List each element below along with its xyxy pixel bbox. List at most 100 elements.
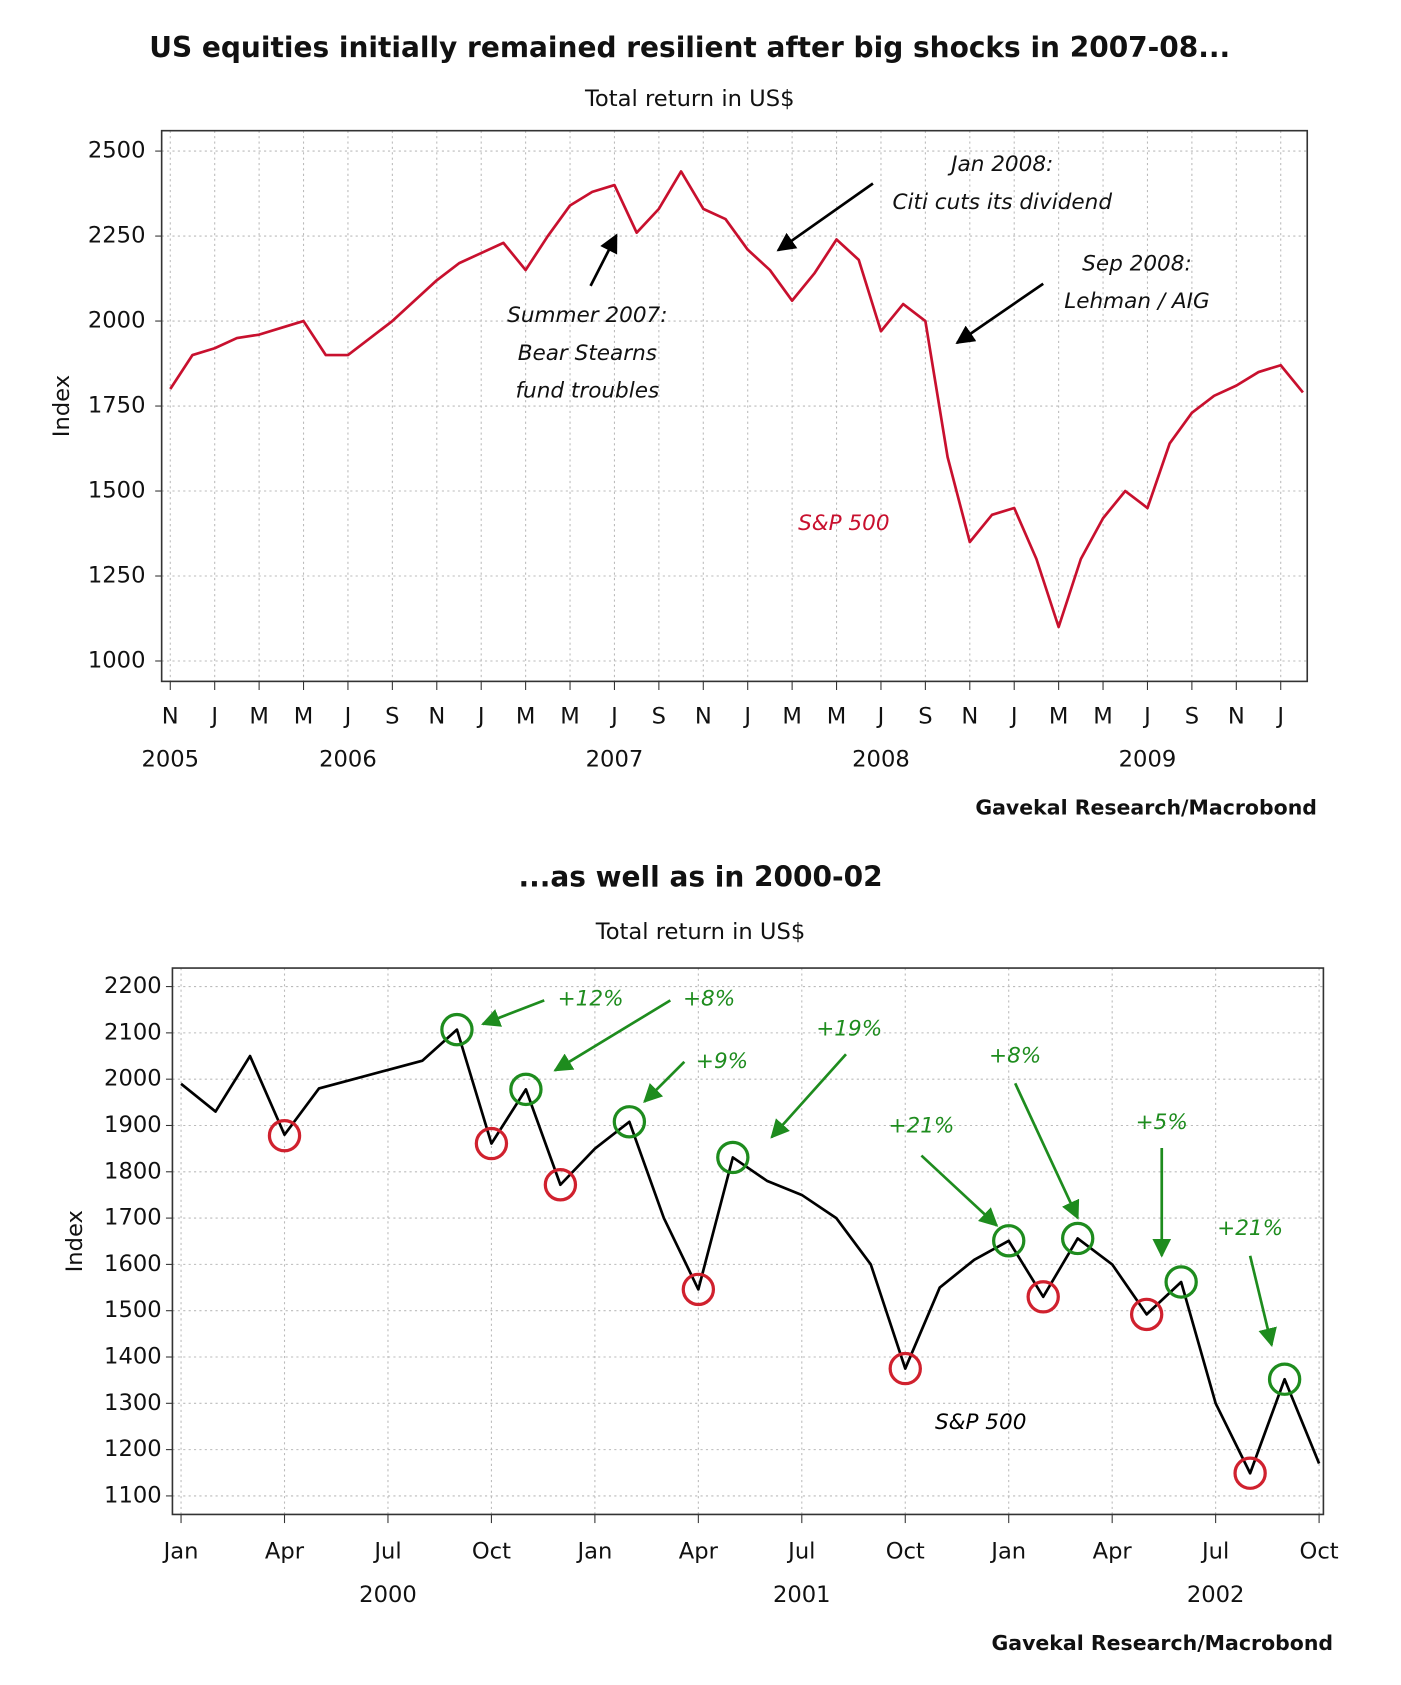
year-label: 2000: [359, 1582, 417, 1608]
trough-marker: [267, 1118, 302, 1153]
source: Gavekal Research/Macrobond: [991, 1631, 1333, 1655]
year-label: 2006: [319, 747, 377, 773]
plot-frame: [160, 129, 1309, 683]
x-tick-label: S: [1185, 703, 1199, 729]
data-line: [180, 1028, 1321, 1475]
peak-marker: [992, 1224, 1026, 1258]
y-tick-label: 1800: [104, 1158, 162, 1184]
x-tick-label: Jan: [575, 1539, 612, 1565]
trough-marker: [1026, 1280, 1060, 1314]
peak-marker: [1267, 1362, 1302, 1396]
x-tick-label: Jan: [989, 1539, 1026, 1565]
peak-marker: [1164, 1265, 1198, 1299]
rally-label: +8%: [989, 1043, 1041, 1068]
annotation: Citi cuts its dividend: [892, 190, 1112, 215]
rally-arrow: [481, 999, 545, 1027]
chart-title: US equities initially remained resilient…: [149, 31, 1230, 64]
rally-label: +5%: [1136, 1110, 1188, 1135]
trough-marker: [543, 1168, 578, 1202]
annotation: fund troubles: [515, 378, 659, 403]
trough-marker: [1129, 1297, 1164, 1332]
year-label: 2002: [1187, 1582, 1245, 1608]
y-tick-label: 1000: [88, 647, 146, 673]
x-tick-label: J: [609, 703, 618, 729]
x-tick-label: S: [652, 703, 666, 729]
trough-marker: [888, 1351, 922, 1386]
peak-marker: [716, 1140, 750, 1175]
x-tick-label: M: [294, 703, 314, 729]
x-tick-label: M: [782, 703, 802, 729]
x-tick-label: M: [249, 703, 269, 729]
x-tick-label: S: [918, 703, 932, 729]
rally-label: +12%: [558, 986, 624, 1011]
x-tick-label: J: [1009, 703, 1018, 729]
y-tick-label: 1250: [88, 563, 146, 589]
year-label: 2005: [141, 747, 199, 773]
y-tick-label: 1100: [104, 1482, 162, 1508]
trough-marker: [681, 1272, 716, 1307]
trough-marker: [474, 1126, 509, 1161]
x-tick-label: Jul: [786, 1539, 815, 1565]
rally-arrow: [1013, 1082, 1080, 1220]
y-tick-label: 1300: [104, 1390, 162, 1416]
data-line: [169, 170, 1304, 629]
x-tick-label: M: [1093, 703, 1113, 729]
y-tick-label: 1900: [104, 1112, 162, 1138]
year-label: 2009: [1119, 747, 1177, 773]
annotation: Sep 2008:: [1082, 251, 1192, 276]
x-tick-label: J: [1275, 703, 1284, 729]
x-tick-label: Oct: [1300, 1539, 1339, 1565]
rally-arrow: [553, 999, 672, 1072]
x-tick-label: J: [343, 703, 352, 729]
trough-marker: [1233, 1456, 1267, 1490]
x-tick-label: N: [695, 703, 712, 729]
peak-marker: [509, 1072, 543, 1107]
source: Gavekal Research/Macrobond: [975, 796, 1317, 820]
x-tick-label: M: [827, 703, 847, 729]
rally-label: +21%: [888, 1113, 954, 1138]
rally-arrow: [920, 1154, 999, 1227]
y-tick-label: 1400: [104, 1344, 162, 1370]
peak-marker: [612, 1105, 647, 1139]
x-tick-label: M: [1049, 703, 1069, 729]
y-axis-label: Index: [49, 375, 75, 437]
y-tick-label: 2500: [88, 138, 146, 164]
x-tick-label: Jul: [1200, 1539, 1229, 1565]
y-tick-label: 1750: [88, 393, 146, 419]
x-tick-label: M: [560, 703, 580, 729]
x-tick-label: N: [961, 703, 978, 729]
y-axis-label: Index: [62, 1210, 88, 1272]
x-tick-label: Apr: [679, 1539, 719, 1565]
year-label: 2001: [773, 1582, 831, 1608]
annotation-arrow: [776, 182, 874, 252]
x-tick-label: Oct: [472, 1539, 511, 1565]
x-tick-label: S: [385, 703, 399, 729]
series-label: S&P 500: [935, 1410, 1026, 1435]
annotation: Bear Stearns: [518, 341, 657, 366]
y-tick-label: 2000: [104, 1066, 162, 1092]
rally-label: +8%: [683, 986, 735, 1011]
x-tick-label: J: [476, 703, 485, 729]
rally-label: +9%: [696, 1049, 748, 1074]
chart-subtitle: Total return in US$: [595, 919, 806, 945]
y-tick-label: 2000: [88, 308, 146, 334]
rally-label: +21%: [1217, 1216, 1283, 1241]
annotation: Jan 2008:: [947, 152, 1053, 177]
y-tick-label: 1700: [104, 1205, 162, 1231]
x-tick-label: J: [1142, 703, 1151, 729]
annotation: Summer 2007:: [507, 303, 667, 328]
peak-marker: [1060, 1221, 1095, 1256]
x-tick-label: N: [428, 703, 445, 729]
year-label: 2008: [852, 747, 910, 773]
annotation-arrow: [589, 233, 618, 287]
y-tick-label: 1600: [104, 1251, 162, 1277]
x-tick-label: N: [1228, 703, 1245, 729]
peak-marker: [440, 1012, 474, 1047]
chart-subtitle: Total return in US$: [584, 86, 795, 112]
y-tick-label: 1500: [104, 1297, 162, 1323]
rally-arrow: [770, 1053, 847, 1139]
y-tick-label: 1500: [88, 478, 146, 504]
annotation: Lehman / AIG: [1064, 289, 1210, 314]
